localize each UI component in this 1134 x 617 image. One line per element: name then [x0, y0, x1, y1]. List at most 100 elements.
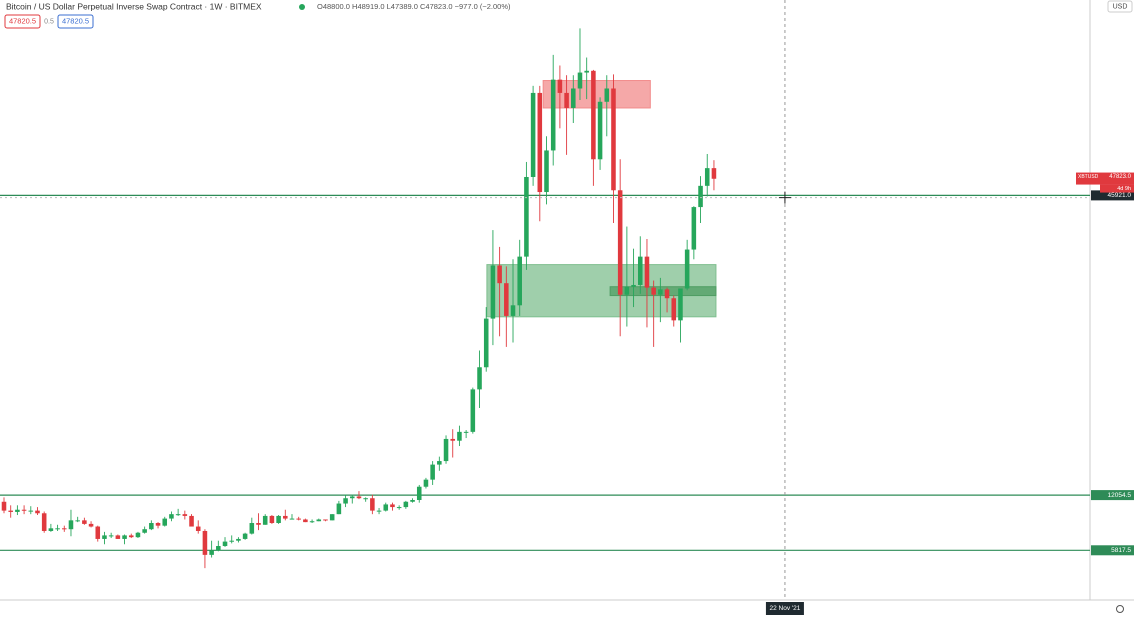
candle-body: [75, 520, 80, 522]
candle-body: [624, 286, 630, 295]
candle-body: [236, 538, 241, 541]
candle-body: [242, 533, 248, 539]
candle-body: [671, 298, 677, 321]
candle-body: [102, 535, 107, 539]
candle-body: [577, 72, 583, 89]
candle-body: [597, 101, 603, 160]
candle-body: [477, 367, 482, 390]
candle-body: [658, 289, 663, 295]
candle-body: [370, 498, 375, 511]
candle-body: [68, 520, 74, 530]
currency-button[interactable]: [1107, 0, 1133, 13]
candle-body: [591, 70, 596, 160]
candle-body: [202, 530, 208, 555]
candle-body: [711, 168, 717, 179]
candle-body: [128, 535, 134, 538]
candle-body: [544, 150, 549, 193]
candle-body: [28, 510, 34, 512]
candle-body: [698, 185, 703, 208]
candle-body: [142, 529, 147, 533]
candle-body: [122, 535, 127, 539]
candle-body: [189, 515, 194, 527]
candle-body: [316, 519, 322, 522]
countdown-box: [1100, 184, 1134, 193]
candle-body: [21, 509, 27, 511]
candle-body: [276, 515, 281, 524]
candle-body: [571, 88, 576, 108]
candle-body: [510, 305, 516, 316]
candle-body: [396, 507, 402, 509]
candle-body: [644, 256, 650, 288]
status-dot: [299, 4, 305, 10]
candle-body: [41, 513, 47, 531]
candle-body: [336, 503, 342, 515]
candle-body: [229, 540, 234, 542]
candle-body: [1, 501, 7, 511]
candle-body: [390, 504, 395, 508]
candle-body: [256, 523, 261, 525]
level-badge: [1091, 190, 1134, 201]
candle-body: [437, 461, 442, 465]
candle-body: [249, 523, 255, 534]
candle-body: [524, 176, 529, 257]
candle-body: [95, 526, 101, 539]
level-label: 12054.5: [1108, 492, 1132, 499]
candle-body: [8, 510, 13, 512]
candle-body: [564, 92, 569, 108]
candle-body: [423, 479, 429, 487]
candle-body: [403, 501, 409, 508]
candle-body: [55, 528, 60, 530]
candle-body: [155, 523, 161, 526]
candle-body: [296, 518, 301, 520]
candle-body: [303, 519, 308, 523]
candle-body: [604, 88, 610, 102]
candle-body: [135, 532, 141, 538]
candle-body: [416, 486, 422, 500]
candle-body: [343, 498, 348, 504]
candle-body: [430, 464, 435, 480]
candle-body: [490, 265, 496, 319]
candle-body: [175, 514, 181, 516]
sell-button[interactable]: [4, 14, 41, 29]
candles: [1, 28, 717, 569]
crosshair-date: 22 Nov '21: [769, 605, 800, 612]
crosshair-date-box: [765, 602, 804, 615]
candle-body: [269, 515, 275, 524]
candle-body: [88, 523, 94, 527]
candle-body: [410, 500, 415, 502]
currency[interactable]: USD: [1113, 3, 1128, 10]
candle-body: [222, 541, 228, 547]
candle-body: [195, 526, 201, 531]
last-price-box: [1076, 172, 1134, 185]
candle-body: [209, 550, 214, 555]
level-badge: [1091, 490, 1134, 501]
countdown: 4d 9h: [1117, 186, 1131, 192]
last-price-label: 47823.0: [1109, 174, 1131, 180]
levels: 45921.0 12054.5 5817.5: [0, 190, 1134, 556]
buy-price[interactable]: 47820.5: [62, 16, 89, 25]
buy-button[interactable]: [57, 14, 94, 29]
candle-body: [376, 510, 382, 512]
symbol-title[interactable]: Bitcoin / US Dollar Perpetual Inverse Sw…: [6, 1, 262, 11]
candle-body: [651, 287, 656, 295]
candle-body: [463, 431, 469, 433]
level-label: 45921.0: [1108, 192, 1132, 199]
candle-body: [349, 496, 355, 499]
level-label: 5817.5: [1111, 547, 1131, 554]
candle-body: [584, 70, 589, 73]
spread: 0.5: [44, 18, 54, 25]
candle-body: [108, 535, 114, 537]
candle-body: [182, 514, 188, 516]
settings-icon[interactable]: [1116, 605, 1124, 613]
candle-body: [383, 504, 389, 511]
candle-body: [457, 431, 462, 441]
symbol-label: XBTUSD: [1078, 174, 1099, 180]
candle-body: [149, 523, 154, 530]
candle-body: [504, 283, 509, 316]
candle-body: [48, 528, 54, 531]
candle-body: [162, 518, 168, 526]
sell-price[interactable]: 47820.5: [9, 16, 36, 25]
